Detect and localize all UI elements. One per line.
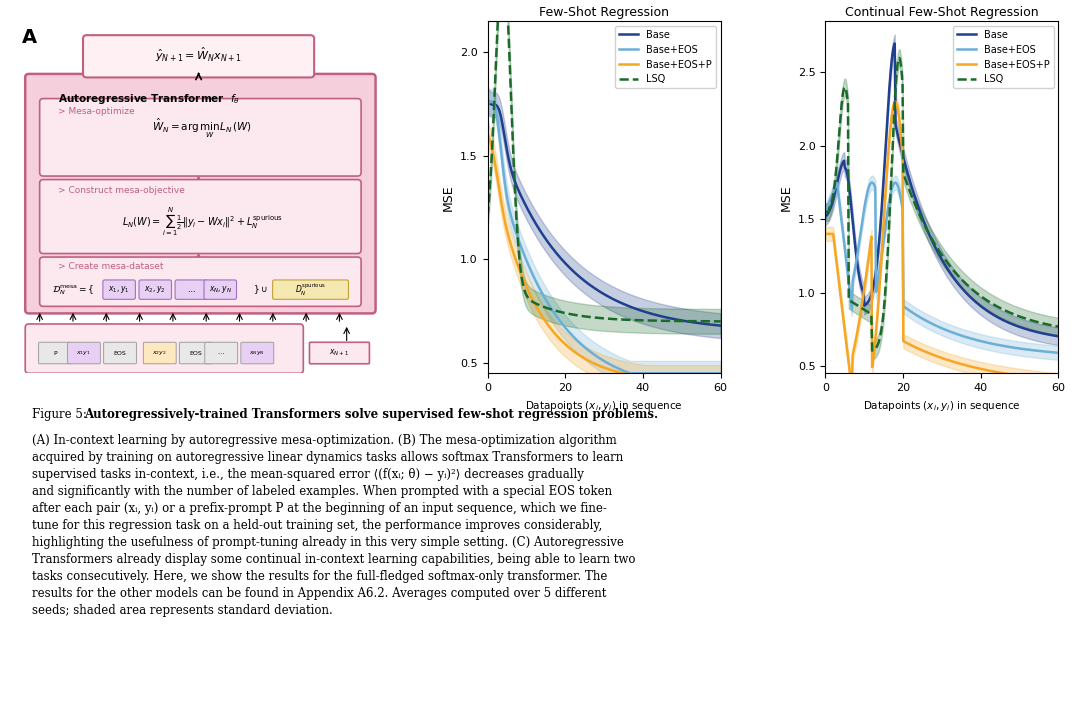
Text: Autoregressive Transformer  $f_\theta$: Autoregressive Transformer $f_\theta$ [57, 91, 240, 105]
Text: $\hat{W}_N = \arg\min_W L_N(W)$: $\hat{W}_N = \arg\min_W L_N(W)$ [152, 117, 252, 141]
Text: $x_N y_N$: $x_N y_N$ [249, 349, 266, 357]
FancyBboxPatch shape [104, 342, 136, 363]
FancyBboxPatch shape [179, 342, 213, 363]
Text: > Construct mesa-objective: > Construct mesa-objective [57, 186, 185, 195]
FancyBboxPatch shape [40, 179, 361, 254]
Legend: Base, Base+EOS, Base+EOS+P, LSQ: Base, Base+EOS, Base+EOS+P, LSQ [953, 26, 1053, 89]
X-axis label: Datapoints $(x_i, y_i)$ in sequence: Datapoints $(x_i, y_i)$ in sequence [525, 399, 683, 413]
FancyBboxPatch shape [310, 342, 369, 363]
Text: C: C [783, 0, 798, 4]
Text: Figure 5:: Figure 5: [32, 408, 91, 420]
Y-axis label: MSE: MSE [442, 184, 455, 210]
FancyBboxPatch shape [25, 74, 376, 314]
Text: $\hat{y}_{N+1} = \hat{W}_N x_{N+1}$: $\hat{y}_{N+1} = \hat{W}_N x_{N+1}$ [156, 46, 242, 64]
Text: $\} \cup$: $\} \cup$ [253, 283, 268, 296]
FancyBboxPatch shape [40, 257, 361, 307]
Text: $L_N(W) = \sum_{i=1}^N \frac{1}{2}\|y_i - Wx_i\|^2 + L_N^{\mathrm{spurious}}$: $L_N(W) = \sum_{i=1}^N \frac{1}{2}\|y_i … [122, 205, 283, 238]
Text: EOS: EOS [113, 351, 126, 356]
Text: $x_{N+1}$: $x_{N+1}$ [329, 348, 350, 359]
FancyBboxPatch shape [139, 280, 172, 299]
Text: > Create mesa-dataset: > Create mesa-dataset [57, 262, 163, 271]
Text: (A) In-context learning by autoregressive mesa-optimization. (B) The mesa-optimi: (A) In-context learning by autoregressiv… [32, 434, 636, 617]
Text: $\mathcal{D}_N^{\mathrm{mesa}} = \{$: $\mathcal{D}_N^{\mathrm{mesa}} = \{$ [52, 283, 95, 297]
X-axis label: Datapoints $(x_i, y_i)$ in sequence: Datapoints $(x_i, y_i)$ in sequence [863, 399, 1021, 413]
FancyBboxPatch shape [205, 342, 238, 363]
FancyBboxPatch shape [204, 280, 237, 299]
Text: $\cdots$: $\cdots$ [187, 285, 195, 295]
Text: $x_N, y_N$: $x_N, y_N$ [208, 284, 232, 295]
FancyBboxPatch shape [144, 342, 176, 363]
Text: B: B [446, 0, 460, 4]
Text: > Mesa-optimize: > Mesa-optimize [57, 108, 134, 117]
Y-axis label: MSE: MSE [780, 184, 793, 210]
Text: A: A [22, 28, 37, 47]
Text: $x_1 y_1$: $x_1 y_1$ [77, 349, 91, 357]
Text: $D_N^{\mathrm{spurious}}$: $D_N^{\mathrm{spurious}}$ [295, 282, 326, 298]
Text: $x_2 y_2$: $x_2 y_2$ [152, 349, 167, 357]
Text: EOS: EOS [189, 351, 202, 356]
Legend: Base, Base+EOS, Base+EOS+P, LSQ: Base, Base+EOS, Base+EOS+P, LSQ [615, 26, 716, 89]
Text: $x_1, y_1$: $x_1, y_1$ [108, 284, 130, 295]
FancyBboxPatch shape [39, 342, 71, 363]
FancyBboxPatch shape [67, 342, 100, 363]
FancyBboxPatch shape [103, 280, 135, 299]
FancyBboxPatch shape [25, 324, 303, 373]
Text: Autoregressively-trained Transformers solve supervised few-shot regression probl: Autoregressively-trained Transformers so… [84, 408, 659, 420]
Text: $x_2, y_2$: $x_2, y_2$ [145, 284, 166, 295]
FancyBboxPatch shape [40, 98, 361, 176]
Title: Continual Few-Shot Regression: Continual Few-Shot Regression [845, 6, 1039, 18]
FancyBboxPatch shape [83, 35, 314, 77]
FancyBboxPatch shape [272, 280, 349, 299]
Text: P: P [53, 351, 56, 356]
Title: Few-Shot Regression: Few-Shot Regression [539, 6, 670, 18]
FancyBboxPatch shape [241, 342, 273, 363]
FancyBboxPatch shape [175, 280, 207, 299]
Text: $\cdots$: $\cdots$ [217, 351, 225, 356]
